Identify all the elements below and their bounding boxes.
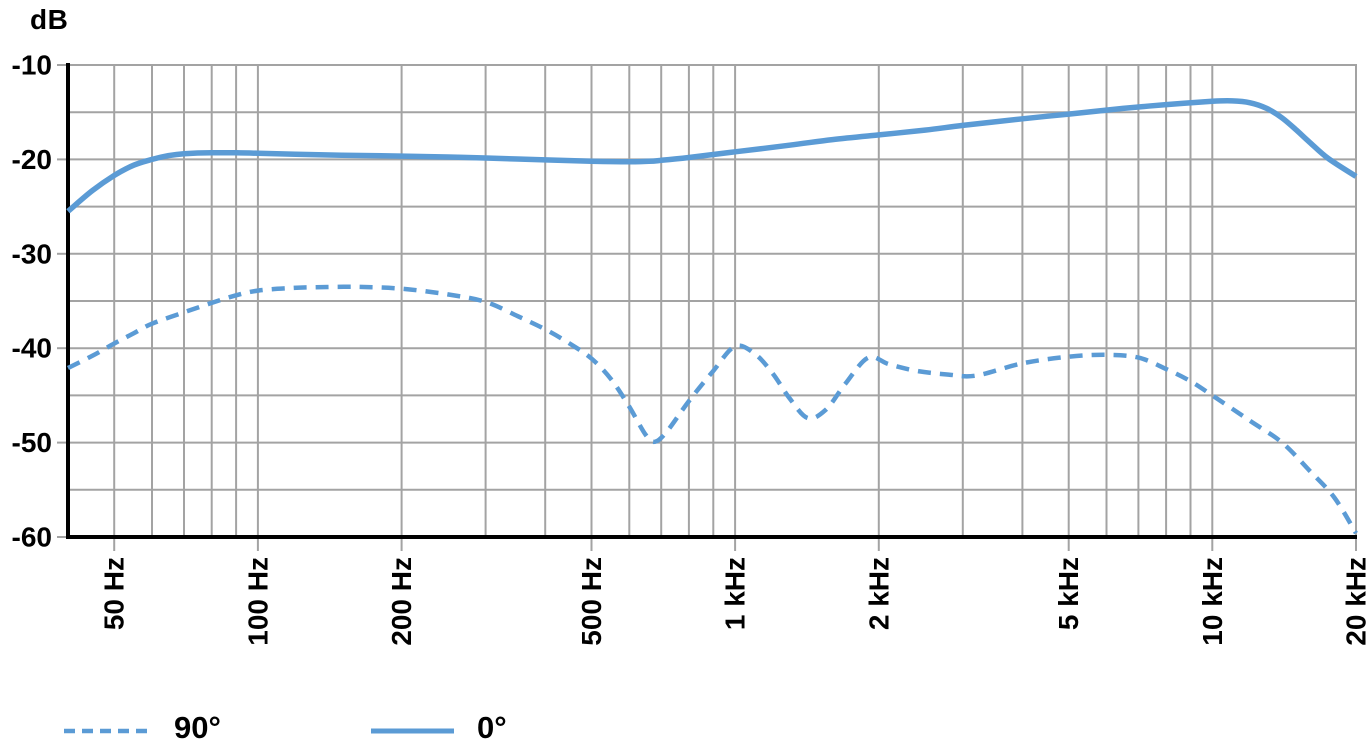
- x-tick-label: 5 kHz: [1053, 557, 1084, 630]
- x-tick-label: 200 Hz: [386, 557, 417, 646]
- legend-label-90deg: 90°: [174, 710, 221, 745]
- y-tick-label: -10: [12, 50, 52, 81]
- solid-line-swatch: [371, 728, 454, 734]
- x-tick-label: 1 kHz: [720, 557, 751, 630]
- frequency-response-chart: dB 50 Hz 100 Hz 200 Hz 500 Hz 1 kHz 2 kHz 5 kH…: [12, 4, 1370, 646]
- y-tick-label: -60: [12, 522, 52, 553]
- curve-90deg: [67, 284, 1358, 535]
- dashed-line-swatch: [64, 728, 148, 734]
- y-tick-label: -30: [12, 238, 52, 269]
- x-tick-label: 20 kHz: [1341, 557, 1370, 646]
- curve-0deg: [66, 97, 1358, 214]
- x-tick-label: 2 kHz: [863, 557, 894, 630]
- y-tick-label: -40: [12, 333, 52, 364]
- legend-item-90deg: 90°: [0, 700, 320, 748]
- y-tick-label: -20: [12, 144, 52, 175]
- x-tick-label: 50 Hz: [99, 557, 130, 630]
- x-tick-label: 100 Hz: [242, 557, 273, 646]
- legend-label-0deg: 0°: [477, 710, 507, 745]
- y-tick-label: -50: [12, 427, 52, 458]
- x-tick-label: 500 Hz: [576, 557, 607, 646]
- legend-item-0deg: 0°: [0, 700, 600, 748]
- chart-canvas: 50 Hz 100 Hz 200 Hz 500 Hz 1 kHz 2 kHz 5 kHz 10…: [12, 50, 1370, 646]
- chart-legend: 90° 0°: [0, 700, 1370, 748]
- y-axis-unit-label: dB: [30, 4, 69, 35]
- x-tick-label: 10 kHz: [1197, 557, 1228, 646]
